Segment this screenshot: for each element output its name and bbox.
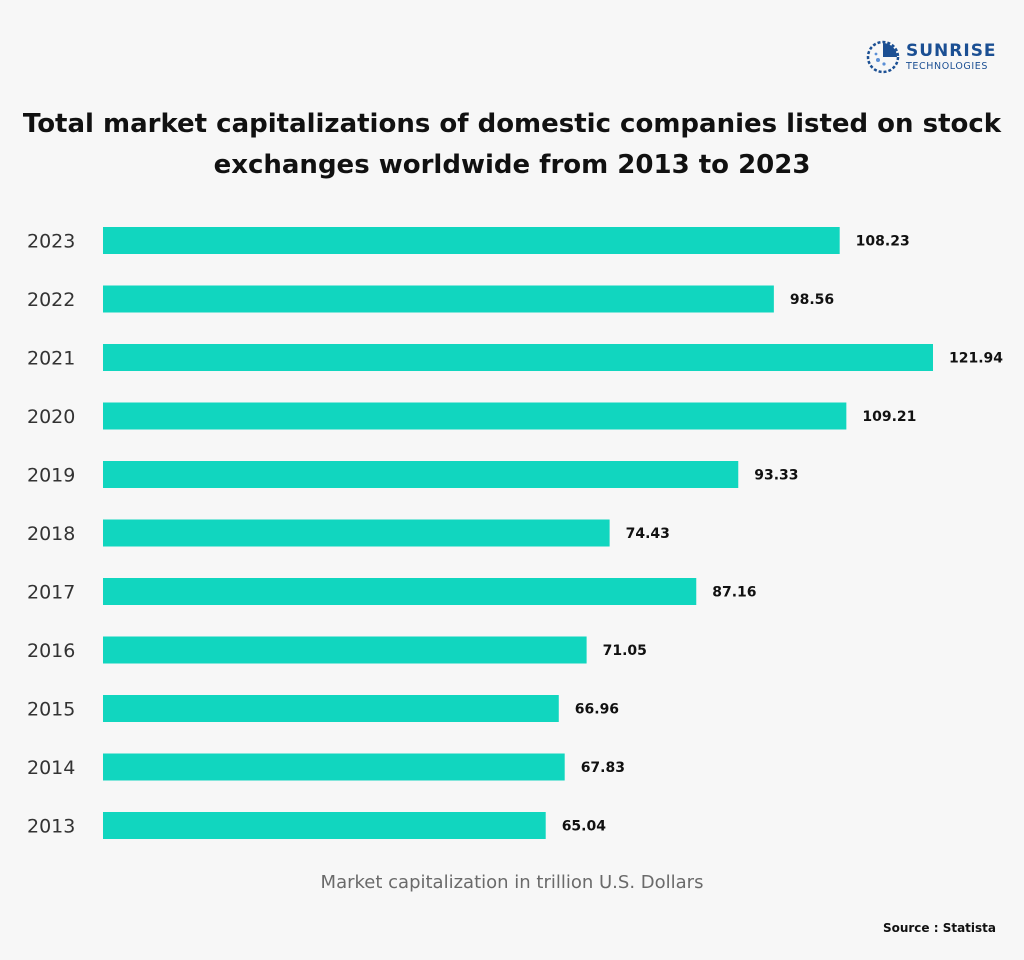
- y-tick-label: 2017: [27, 582, 75, 604]
- logo-subtitle: TECHNOLOGIES: [906, 61, 988, 72]
- data-label: 93.33: [754, 468, 798, 484]
- bar: [103, 227, 840, 254]
- data-label: 98.56: [790, 292, 834, 308]
- y-tick-label: 2015: [27, 699, 75, 721]
- data-label: 66.96: [575, 702, 619, 718]
- data-label: 121.94: [949, 351, 1003, 367]
- sunrise-logo-icon: [866, 40, 900, 74]
- bar: [103, 461, 739, 488]
- bar: [103, 285, 774, 313]
- y-tick-label: 2022: [27, 289, 75, 311]
- logo: SUNRISE TECHNOLOGIES: [866, 40, 1006, 76]
- data-label: 87.16: [712, 585, 756, 601]
- chart-title: Total market capitalizations of domestic…: [22, 109, 1002, 180]
- bar: [103, 578, 697, 605]
- data-label: 108.23: [856, 234, 910, 250]
- y-tick-label: 2023: [27, 231, 75, 253]
- y-tick-label: 2014: [27, 757, 75, 779]
- data-label: 65.04: [562, 819, 607, 835]
- y-tick-label: 2016: [27, 640, 75, 662]
- source-note: Source : Statista: [882, 921, 996, 935]
- logo-name: SUNRISE: [906, 41, 997, 61]
- data-label: 74.43: [626, 526, 670, 542]
- data-label: 67.83: [581, 760, 625, 776]
- y-tick-label: 2019: [27, 465, 75, 487]
- bar: [103, 519, 610, 547]
- bar: [103, 344, 933, 371]
- bar: [103, 402, 847, 430]
- y-tick-label: 2021: [27, 348, 75, 370]
- y-tick-label: 2018: [27, 523, 75, 545]
- bar: [103, 753, 565, 781]
- bar-chart: 2023 108.23 2022 98.56 2021 121.94 2020 109.21 2…: [27, 227, 1003, 839]
- bar: [103, 695, 559, 722]
- data-label: 109.21: [862, 409, 916, 425]
- y-tick-label: 2020: [27, 406, 75, 428]
- bar: [103, 636, 587, 664]
- bar: [103, 812, 546, 839]
- y-tick-label: 2013: [27, 816, 75, 838]
- data-label: 71.05: [603, 643, 647, 659]
- x-axis-label: Market capitalization in trillion U.S. D…: [320, 872, 704, 893]
